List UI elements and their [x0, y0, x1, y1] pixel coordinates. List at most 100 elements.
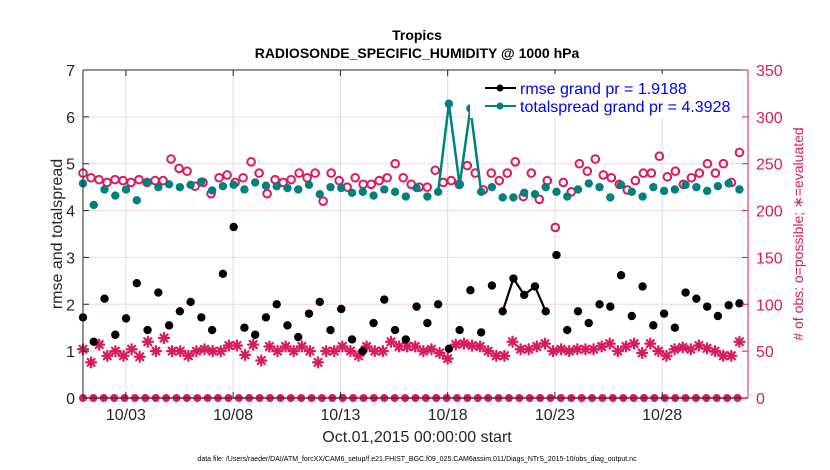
obs-possible-point [310, 168, 320, 178]
rmse-point [649, 321, 658, 330]
asterisk-stroke [516, 344, 526, 354]
rmse-point [724, 301, 733, 310]
obs-possible-point [374, 175, 384, 186]
obs-evaluated-point [538, 337, 552, 350]
asterisk-stroke [378, 346, 388, 356]
rmse-point [541, 307, 550, 316]
y2-axis-label: # of obs: o=possible; ∗=evaluated [790, 127, 806, 340]
rmse-point [89, 337, 98, 346]
obs-possible-point [630, 175, 641, 186]
rmse-point [326, 325, 335, 335]
y2-tick-label: 50 [756, 344, 774, 361]
obs-evaluated-point [149, 345, 163, 358]
totalspread-point [197, 177, 206, 186]
rmse-point [315, 297, 324, 307]
rmse-point [466, 286, 475, 295]
rmse-point [606, 302, 615, 311]
rmse-point [563, 325, 572, 335]
totalspread-point [455, 180, 464, 189]
rmse-point [186, 297, 195, 307]
asterisk-stroke [483, 346, 493, 356]
rmse-point [573, 307, 583, 316]
obs-possible-point [134, 174, 144, 185]
asterisk-stroke [337, 341, 347, 352]
obs-possible-point [262, 188, 272, 199]
obs-possible-point [366, 179, 376, 190]
legend-rmse-label: rmse grand pr = 1.9188 [520, 81, 687, 98]
obs-possible-point [246, 157, 256, 167]
obs-possible-point [526, 168, 537, 178]
legend-totalspread-label: totalspread grand pr = 4.3928 [520, 99, 730, 116]
asterisk-stroke [264, 341, 274, 352]
y2-tick-label: 350 [756, 63, 783, 80]
obs-possible-point [582, 166, 593, 177]
obs-evaluated-point [238, 348, 252, 361]
rmse-point [272, 300, 281, 309]
obs-possible-point [94, 174, 104, 185]
obs-evaluated-point [125, 343, 138, 356]
asterisk-stroke [280, 341, 291, 352]
asterisk-stroke [345, 346, 356, 356]
obs-evaluated-point [700, 342, 714, 355]
totalspread-point [627, 187, 637, 197]
asterisk-stroke [86, 357, 96, 367]
chart-subtitle: RADIOSONDE_SPECIFIC_HUMIDITY @ 1000 hPa [255, 45, 580, 61]
rmse-point [154, 288, 163, 297]
totalspread-point [638, 192, 647, 201]
totalspread-point [444, 99, 454, 108]
totalspread-point [143, 178, 152, 187]
obs-evaluated-point [303, 345, 317, 358]
rmse-point [121, 314, 131, 323]
x-tick-label: 10/13 [320, 407, 360, 424]
obs-evaluated-point [287, 345, 300, 358]
totalspread-point [724, 179, 733, 188]
obs-possible-point [126, 177, 136, 188]
obs-possible-point [382, 172, 392, 183]
rmse-point [692, 294, 701, 303]
obs-evaluated-point [457, 337, 470, 350]
totalspread-point [326, 182, 335, 192]
obs-possible-point [158, 175, 168, 186]
totalspread-point [616, 180, 626, 189]
asterisk-stroke [305, 346, 315, 356]
asterisk-stroke [110, 346, 121, 356]
rmse-point [627, 311, 637, 321]
obs-possible-point [502, 168, 513, 178]
totalspread-point [509, 193, 518, 202]
asterisk-stroke [499, 351, 510, 361]
y2-tick-label: 300 [756, 110, 783, 127]
obs-evaluated-point [441, 352, 454, 365]
rmse-point [100, 294, 109, 303]
asterisk-stroke [159, 333, 169, 343]
obs-evaluated-point [214, 345, 227, 358]
totalspread-point [250, 178, 260, 187]
obs-possible-point [390, 158, 400, 169]
rmse-point [659, 309, 669, 318]
asterisk-stroke [167, 346, 177, 356]
obs-possible-point [222, 170, 232, 180]
obs-evaluated-point [555, 343, 568, 356]
asterisk-stroke [240, 350, 250, 360]
asterisk-stroke [491, 351, 501, 361]
obs-evaluated-point [182, 349, 195, 362]
rmse-point [670, 323, 680, 332]
asterisk-stroke [394, 341, 404, 352]
rmse-point [143, 325, 152, 335]
rmse-point [175, 307, 185, 316]
legend-rmse-marker [496, 84, 504, 92]
obs-possible-point [494, 175, 505, 186]
obs-possible-point [166, 154, 176, 164]
totalspread-point [294, 185, 303, 194]
x-tick-label: 10/08 [213, 407, 253, 424]
obs-possible-point [694, 168, 705, 178]
totalspread-point [186, 180, 195, 189]
totalspread-point [552, 187, 561, 197]
data-file-footnote: data file: /Users/raeder/DAI/ATM_forcXX/… [197, 456, 637, 463]
asterisk-stroke [645, 339, 655, 349]
obs-evaluated-point [725, 349, 738, 362]
obs-evaluated-point [522, 343, 535, 356]
totalspread-point [380, 185, 389, 194]
asterisk-stroke [613, 346, 623, 356]
obs-possible-point [182, 166, 192, 177]
asterisk-stroke [208, 346, 218, 356]
